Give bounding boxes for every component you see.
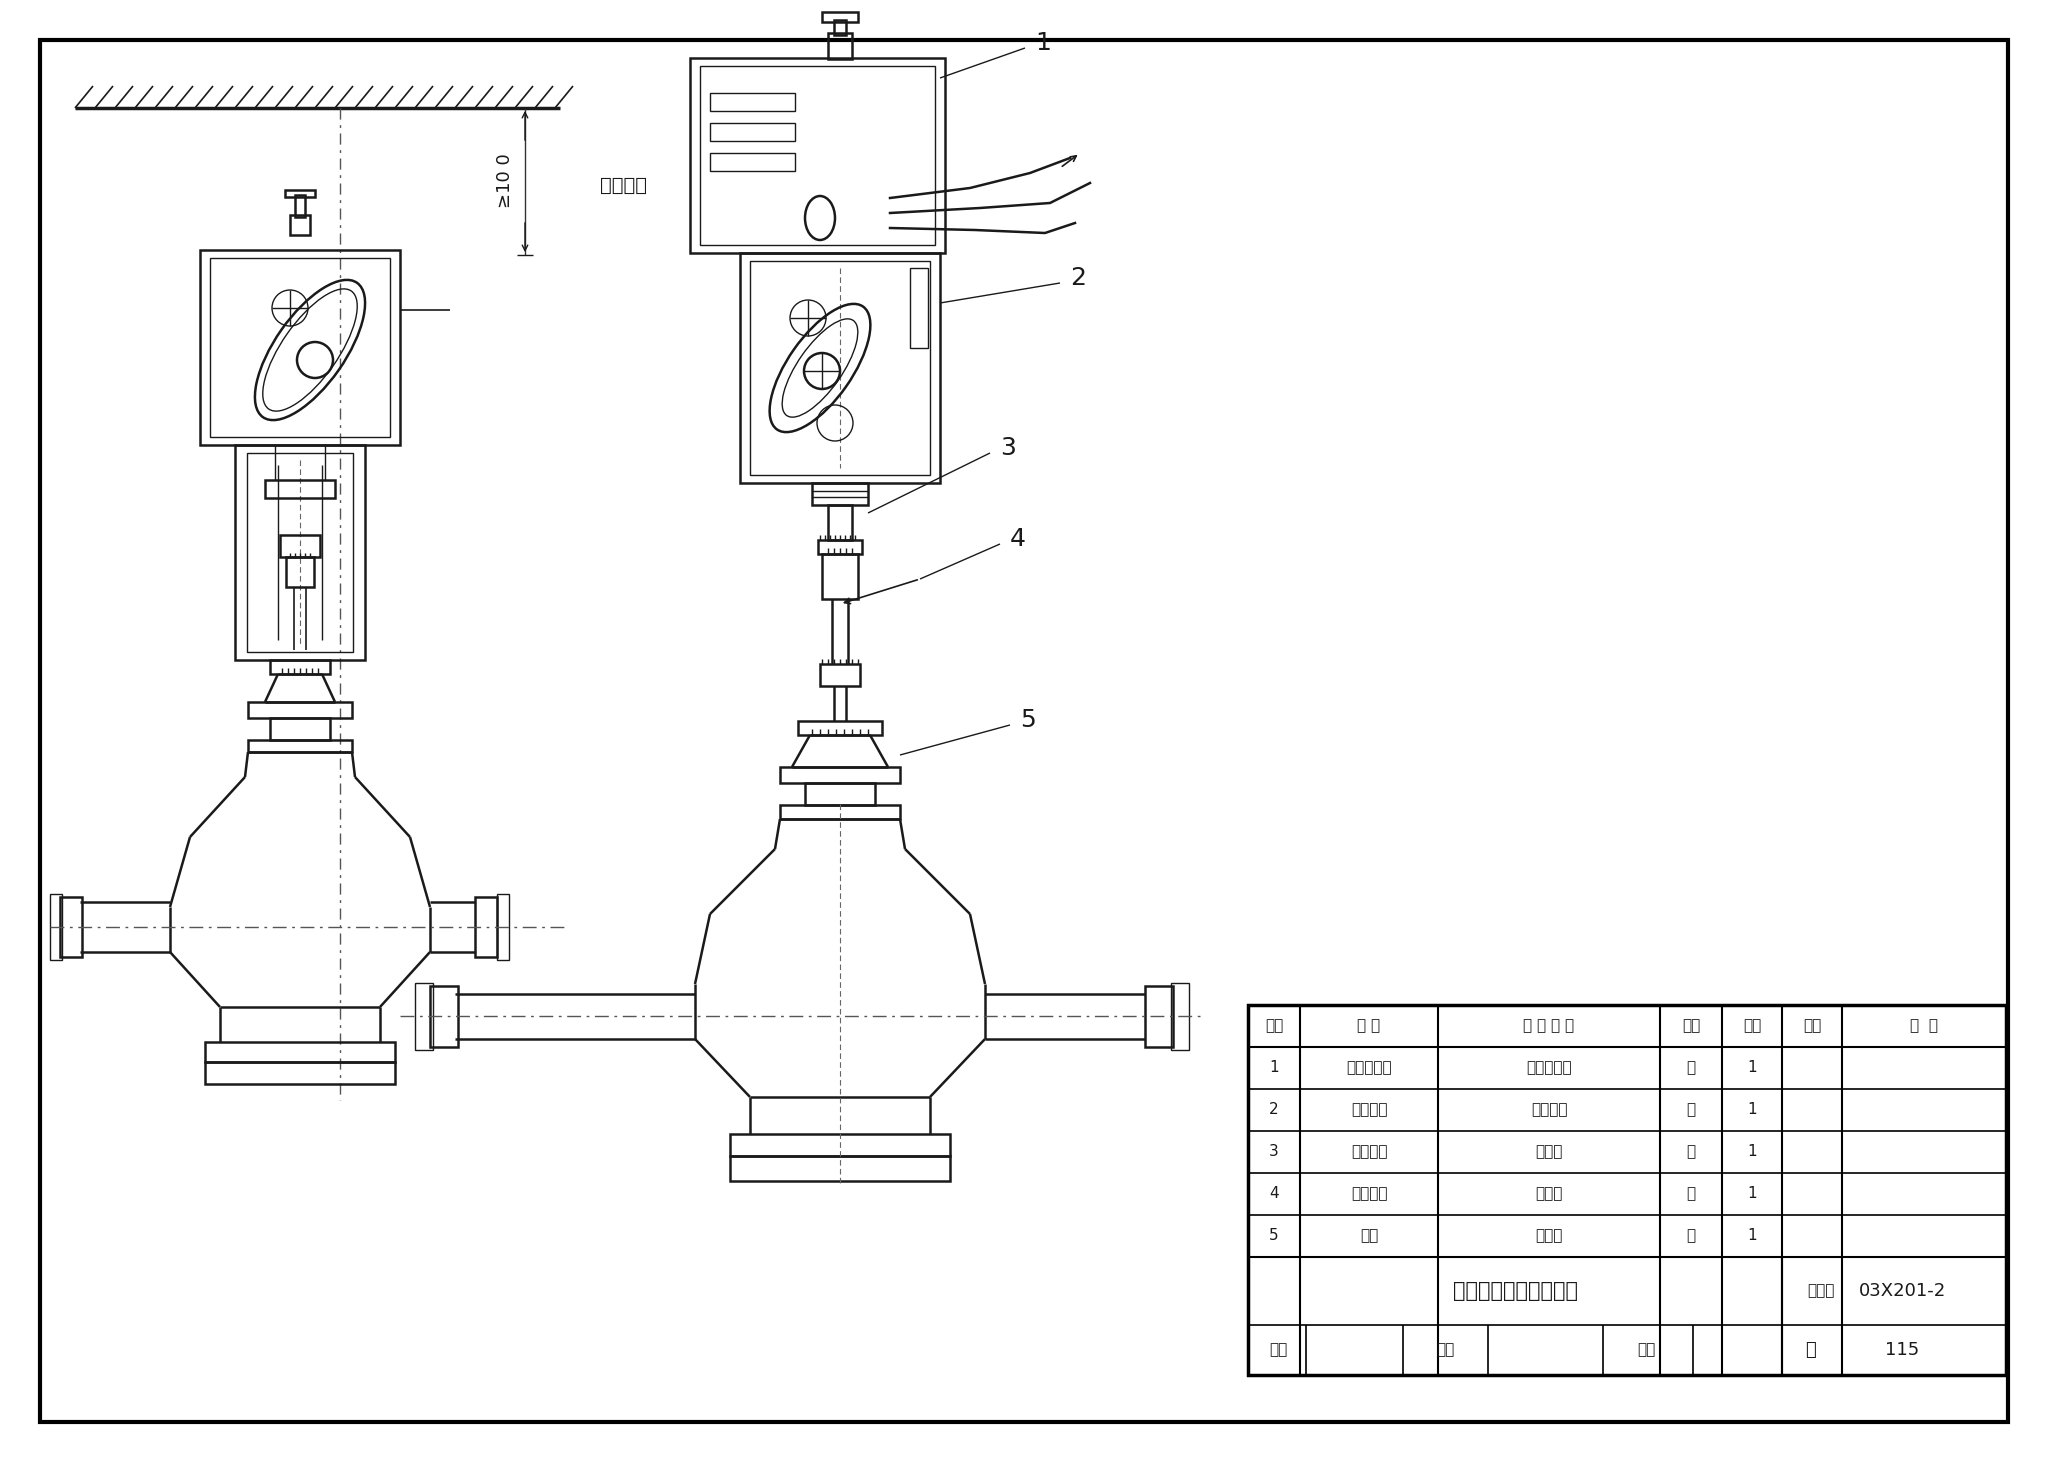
Bar <box>264 480 336 499</box>
Text: 1: 1 <box>1034 31 1051 56</box>
Bar <box>430 985 459 1047</box>
Text: 1: 1 <box>1747 1102 1757 1117</box>
Text: 设计: 设计 <box>1636 1342 1655 1358</box>
Bar <box>711 94 795 111</box>
Text: 阀门执行器安装（三）: 阀门执行器安装（三） <box>1452 1281 1577 1301</box>
Bar <box>834 20 846 35</box>
Bar <box>821 12 858 22</box>
Bar <box>248 453 352 652</box>
Text: 5: 5 <box>1270 1228 1278 1244</box>
Bar <box>780 806 899 819</box>
Bar <box>287 557 313 588</box>
Bar <box>821 554 858 599</box>
Text: 4: 4 <box>1270 1187 1278 1202</box>
Bar <box>248 740 352 751</box>
Text: 连接螺母: 连接螺母 <box>1352 1102 1386 1117</box>
Text: 名 称: 名 称 <box>1358 1019 1380 1034</box>
Text: 阀门执行器: 阀门执行器 <box>1346 1060 1393 1076</box>
Text: 紧锁螺母: 紧锁螺母 <box>1352 1187 1386 1202</box>
Text: 1: 1 <box>1747 1145 1757 1159</box>
Text: 随阀体: 随阀体 <box>1536 1145 1563 1159</box>
Text: 3: 3 <box>1270 1145 1278 1159</box>
Bar <box>817 539 862 554</box>
Text: 5: 5 <box>1020 708 1036 732</box>
Bar <box>805 784 874 806</box>
Bar <box>711 154 795 171</box>
Bar <box>205 1061 395 1083</box>
Bar <box>909 268 928 348</box>
Bar <box>1145 985 1174 1047</box>
Text: 2: 2 <box>1069 266 1085 289</box>
Bar <box>416 982 432 1050</box>
Text: 图集号: 图集号 <box>1806 1284 1835 1298</box>
Text: 1: 1 <box>1747 1187 1757 1202</box>
Text: 序号: 序号 <box>1266 1019 1284 1034</box>
Text: 阀体: 阀体 <box>1360 1228 1378 1244</box>
Bar <box>498 893 510 961</box>
Bar <box>270 718 330 740</box>
Bar <box>270 659 330 674</box>
Bar <box>729 1156 950 1181</box>
Text: 拆装距离: 拆装距离 <box>600 175 647 194</box>
Bar <box>780 768 899 784</box>
Text: 1: 1 <box>1270 1060 1278 1076</box>
Text: 审核: 审核 <box>1270 1342 1286 1358</box>
Text: 03X201-2: 03X201-2 <box>1858 1282 1946 1300</box>
Text: 随阀体: 随阀体 <box>1536 1187 1563 1202</box>
Bar <box>201 250 399 444</box>
Bar <box>811 482 868 504</box>
Bar <box>827 34 852 58</box>
Text: 套: 套 <box>1686 1060 1696 1076</box>
Text: 个: 个 <box>1686 1102 1696 1117</box>
Bar <box>475 898 498 958</box>
Text: 2: 2 <box>1270 1102 1278 1117</box>
Bar <box>711 123 795 140</box>
Bar <box>281 535 319 557</box>
Bar <box>819 664 860 686</box>
Bar <box>1171 982 1190 1050</box>
Bar <box>700 66 936 246</box>
Bar <box>1247 1004 2005 1374</box>
Bar <box>49 893 61 961</box>
Text: 个: 个 <box>1686 1187 1696 1202</box>
Bar <box>739 253 940 482</box>
Text: 随执行器: 随执行器 <box>1530 1102 1567 1117</box>
Bar <box>799 721 883 735</box>
Bar <box>236 444 365 659</box>
Text: 随阀体: 随阀体 <box>1536 1228 1563 1244</box>
Bar <box>291 215 309 235</box>
Bar <box>690 58 944 253</box>
Text: 个: 个 <box>1686 1145 1696 1159</box>
Bar <box>729 1135 950 1156</box>
Bar <box>211 257 389 437</box>
Text: 数量: 数量 <box>1743 1019 1761 1034</box>
Text: 备  注: 备 注 <box>1911 1019 1937 1034</box>
Text: 页: 页 <box>1804 1341 1815 1360</box>
Text: 单位: 单位 <box>1681 1019 1700 1034</box>
Text: 115: 115 <box>1884 1341 1919 1360</box>
Text: 套: 套 <box>1686 1228 1696 1244</box>
Text: 1: 1 <box>1747 1060 1757 1076</box>
Text: 校对: 校对 <box>1436 1342 1454 1358</box>
Bar <box>205 1042 395 1061</box>
Text: 页次: 页次 <box>1802 1019 1821 1034</box>
Text: ≥10 0: ≥10 0 <box>496 154 514 209</box>
Bar <box>750 262 930 475</box>
Text: 型 号 规 格: 型 号 规 格 <box>1524 1019 1575 1034</box>
Text: 1: 1 <box>1747 1228 1757 1244</box>
Bar <box>248 702 352 718</box>
Text: 见工程设计: 见工程设计 <box>1526 1060 1571 1076</box>
Bar <box>827 504 852 539</box>
Bar <box>285 190 315 197</box>
Bar <box>59 898 82 958</box>
Text: 4: 4 <box>1010 526 1026 551</box>
Bar <box>295 194 305 216</box>
Text: 紧锁螺母: 紧锁螺母 <box>1352 1145 1386 1159</box>
Text: 3: 3 <box>999 436 1016 461</box>
